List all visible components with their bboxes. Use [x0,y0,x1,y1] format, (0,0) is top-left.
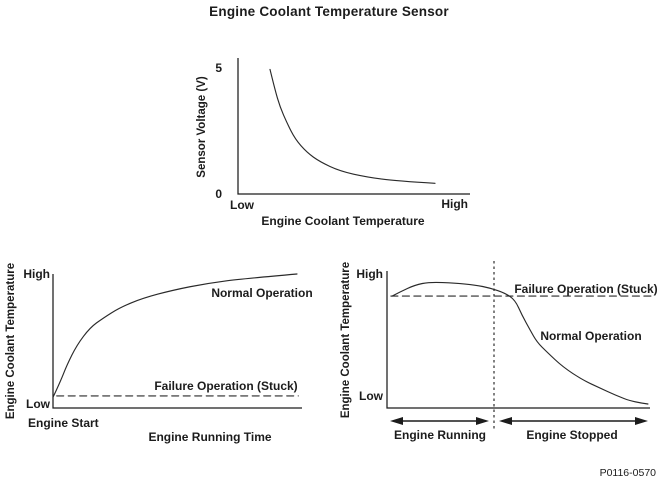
engine-running-label: Engine Running [394,428,486,442]
y-axis-label: Engine Coolant Temperature [5,263,17,419]
voltage-characteristic-chart: 5 0 Sensor Voltage (V) Low High Engine C… [196,58,470,228]
normal-operation-curve [52,273,298,398]
x-tick-low: Low [230,198,255,212]
y-tick-5: 5 [215,61,222,75]
engine-stopped-arrow [499,417,648,425]
axes [52,274,302,409]
cooldown-chart: High Low Engine Coolant Temperature Fail… [340,261,658,442]
y-tick-0: 0 [215,187,222,201]
axes [237,58,470,195]
engine-start-label: Engine Start [28,416,99,430]
x-tick-high: High [441,197,468,211]
warmup-chart: High Low Engine Coolant Temperature Engi… [5,263,313,444]
y-axis-label: Sensor Voltage (V) [196,76,208,178]
figure-id: P0116-0570 [600,467,657,479]
x-axis-label: Engine Coolant Temperature [261,214,424,228]
figure-title: Engine Coolant Temperature Sensor [209,4,449,19]
x-axis-label: Engine Running Time [148,430,271,444]
axes [386,271,650,409]
y-tick-high: High [356,267,383,281]
failure-operation-label: Failure Operation (Stuck) [514,282,657,296]
normal-operation-label: Normal Operation [211,286,312,300]
normal-operation-curve [391,281,649,405]
normal-operation-label: Normal Operation [540,329,641,343]
y-tick-low: Low [359,389,384,403]
y-tick-high: High [23,267,50,281]
y-tick-low: Low [26,397,51,411]
sensor-voltage-curve [269,68,436,184]
engine-running-arrow [390,417,489,425]
engine-stopped-label: Engine Stopped [526,428,617,442]
failure-operation-label: Failure Operation (Stuck) [154,379,297,393]
y-axis-label: Engine Coolant Temperature [340,262,352,418]
